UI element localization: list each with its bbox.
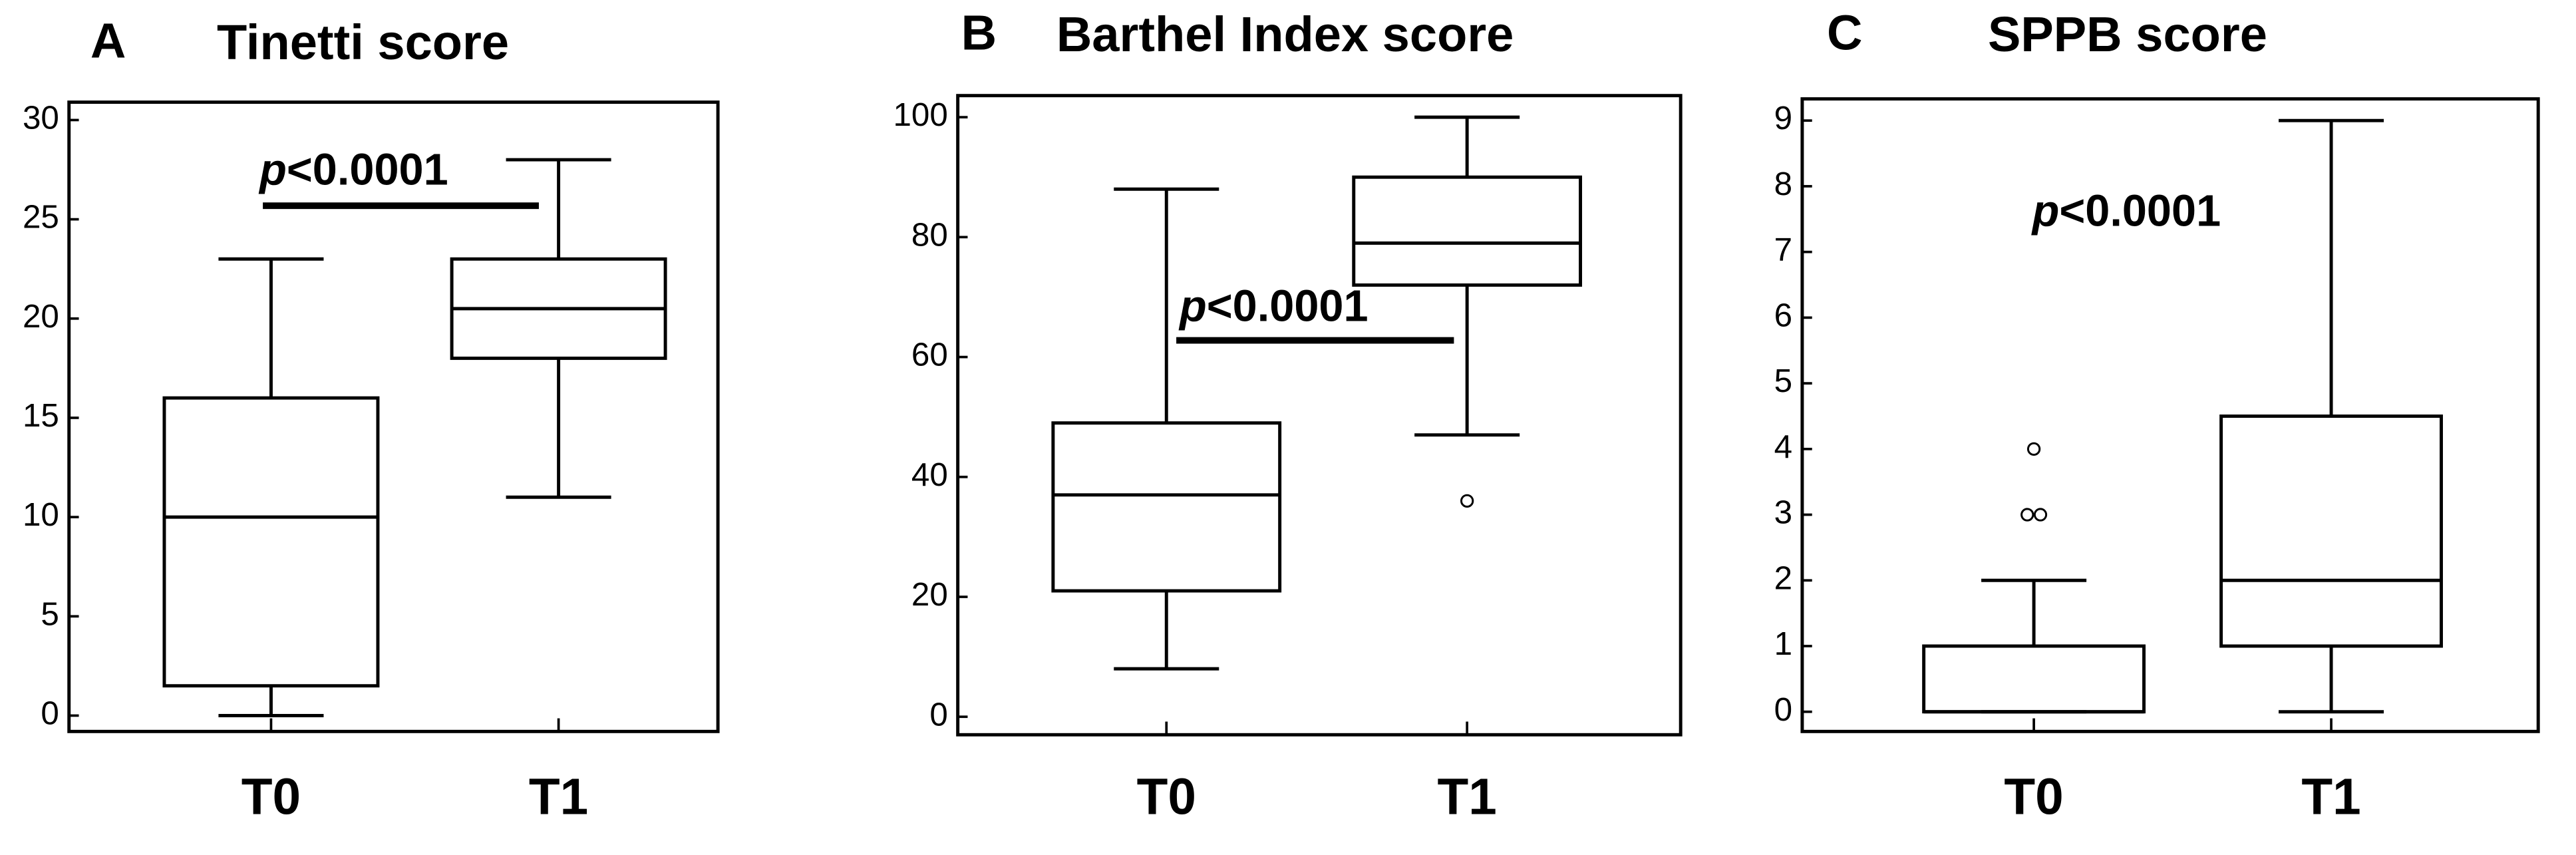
- p-value-annotation: p<0.0001: [2031, 186, 2221, 236]
- panel-title: Tinetti score: [217, 15, 509, 70]
- x-tick-label: T0: [1137, 769, 1196, 825]
- p-value-annotation: p<0.0001: [1178, 281, 1368, 331]
- y-tick-label: 10: [23, 496, 59, 533]
- box: [1051, 421, 1282, 593]
- y-tick-label: 9: [1774, 100, 1792, 136]
- panel-label: B: [961, 5, 997, 60]
- box: [162, 396, 380, 688]
- y-tick-label: 20: [23, 298, 59, 335]
- panel-title: SPPB score: [1988, 7, 2267, 62]
- box: [1922, 644, 2146, 714]
- y-tick-label: 25: [23, 199, 59, 236]
- panel-label: C: [1827, 5, 1863, 60]
- x-tick-label: T1: [1437, 769, 1496, 825]
- y-tick-label: 6: [1774, 297, 1792, 333]
- y-tick-label: 4: [1774, 428, 1792, 465]
- panel-title: Barthel Index score: [1056, 7, 1514, 62]
- y-tick-label: 40: [911, 456, 948, 493]
- y-tick-label: 0: [1774, 691, 1792, 728]
- y-tick-label: 0: [929, 696, 947, 733]
- y-tick-label: 1: [1774, 625, 1792, 662]
- x-tick-label: T0: [2004, 769, 2063, 825]
- panel-label: A: [90, 13, 126, 69]
- x-tick-label: T0: [242, 769, 301, 825]
- y-tick-label: 60: [911, 337, 948, 373]
- y-tick-label: 30: [23, 99, 59, 136]
- y-tick-label: 8: [1774, 166, 1792, 202]
- box: [2219, 414, 2443, 648]
- y-tick-label: 0: [41, 695, 59, 732]
- p-value-annotation: p<0.0001: [258, 145, 448, 194]
- outlier: [1460, 494, 1474, 508]
- y-tick-label: 2: [1774, 560, 1792, 596]
- plot-frame: [956, 94, 1683, 737]
- x-tick-label: T1: [2301, 769, 2360, 825]
- x-tick-label: T1: [529, 769, 588, 825]
- outlier: [2020, 508, 2034, 522]
- y-tick-label: 5: [1774, 363, 1792, 399]
- y-tick-label: 7: [1774, 232, 1792, 268]
- y-tick-label: 3: [1774, 494, 1792, 531]
- y-tick-label: 80: [911, 216, 948, 253]
- plot-frame: [67, 100, 720, 733]
- y-tick-label: 5: [41, 596, 59, 632]
- y-tick-label: 20: [911, 576, 948, 613]
- y-tick-label: 100: [893, 96, 947, 133]
- y-tick-label: 15: [23, 397, 59, 434]
- plot-frame: [1800, 97, 2540, 733]
- outlier: [2033, 508, 2048, 522]
- outlier: [2026, 442, 2041, 456]
- box: [1352, 175, 1583, 287]
